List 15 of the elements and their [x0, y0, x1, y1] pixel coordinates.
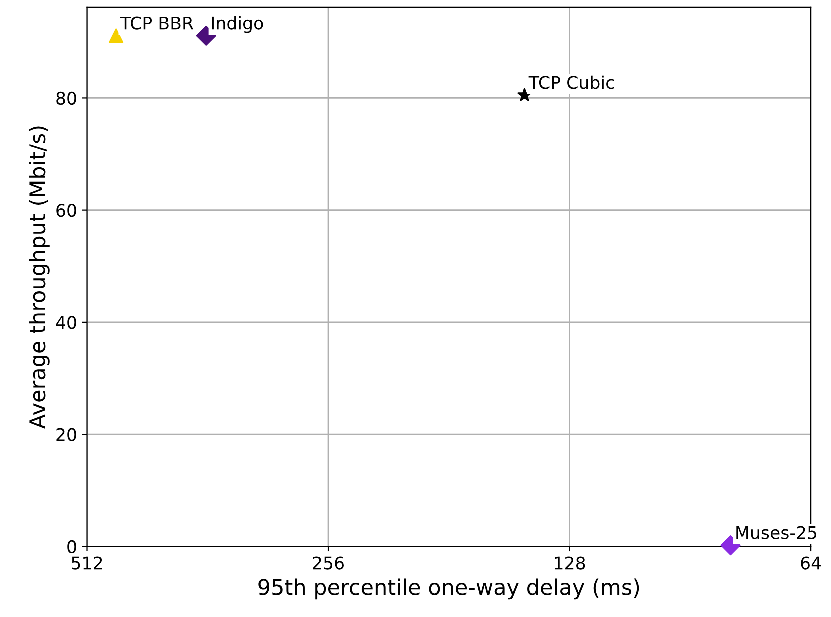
y-tick-label: 20: [56, 428, 76, 442]
series-label: Muses-25: [736, 526, 817, 540]
x-axis-title: 95th percentile one-way delay (ms): [258, 578, 640, 600]
y-axis-title: Average throughput (Mbit/s): [29, 126, 50, 430]
x-tick-label: 64: [801, 556, 822, 570]
y-tick-label: 0: [68, 540, 76, 554]
series-label: TCP BBR: [120, 16, 194, 30]
series-label: Indigo: [212, 16, 264, 34]
x-tick-label: 512: [72, 556, 102, 570]
y-tick-label: 60: [56, 204, 76, 218]
x-tick-label: 256: [313, 556, 344, 570]
x-tick-label: 128: [555, 556, 586, 570]
y-tick-label: 40: [56, 316, 76, 330]
series-label: TCP Cubic: [528, 76, 614, 90]
y-tick-label: 80: [56, 92, 76, 106]
